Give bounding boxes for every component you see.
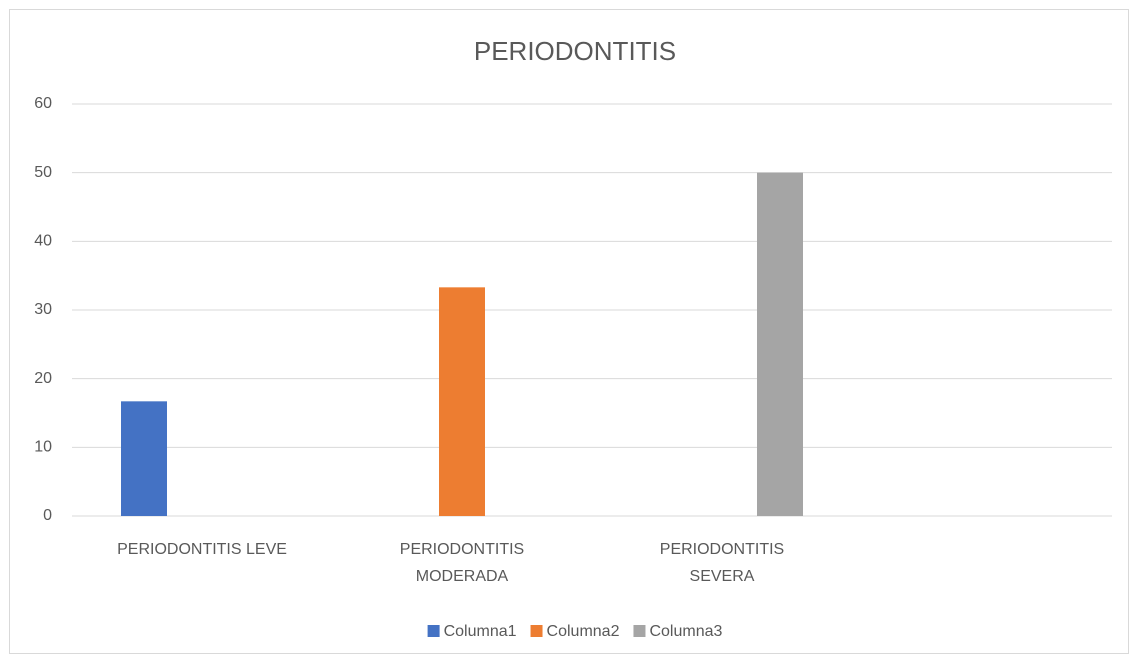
y-tick-label: 50 bbox=[34, 164, 52, 181]
legend-swatch bbox=[427, 625, 440, 637]
y-tick-label: 40 bbox=[34, 233, 52, 250]
legend-swatch bbox=[530, 625, 543, 637]
legend: Columna1 Columna2 Columna3 bbox=[427, 623, 723, 640]
x-tick-label: PERIODONTITIS SEVERA bbox=[660, 541, 784, 585]
y-tick-label: 60 bbox=[34, 95, 52, 112]
y-tick-label: 10 bbox=[34, 439, 52, 456]
legend-swatch bbox=[633, 625, 646, 637]
y-tick-label: 20 bbox=[34, 370, 52, 387]
bar bbox=[439, 287, 485, 516]
legend-label: Columna2 bbox=[547, 623, 620, 640]
x-tick-label: PERIODONTITIS LEVE bbox=[117, 541, 287, 558]
legend-label: Columna3 bbox=[649, 623, 722, 640]
bar bbox=[757, 172, 803, 516]
chart-border bbox=[9, 9, 1129, 654]
y-tick-label: 30 bbox=[34, 301, 52, 318]
legend-label: Columna1 bbox=[444, 623, 517, 640]
bar bbox=[121, 401, 167, 516]
x-tick-label: PERIODONTITIS MODERADA bbox=[400, 541, 524, 585]
chart-title: PERIODONTITIS bbox=[474, 36, 676, 66]
y-tick-label: 0 bbox=[43, 507, 52, 524]
